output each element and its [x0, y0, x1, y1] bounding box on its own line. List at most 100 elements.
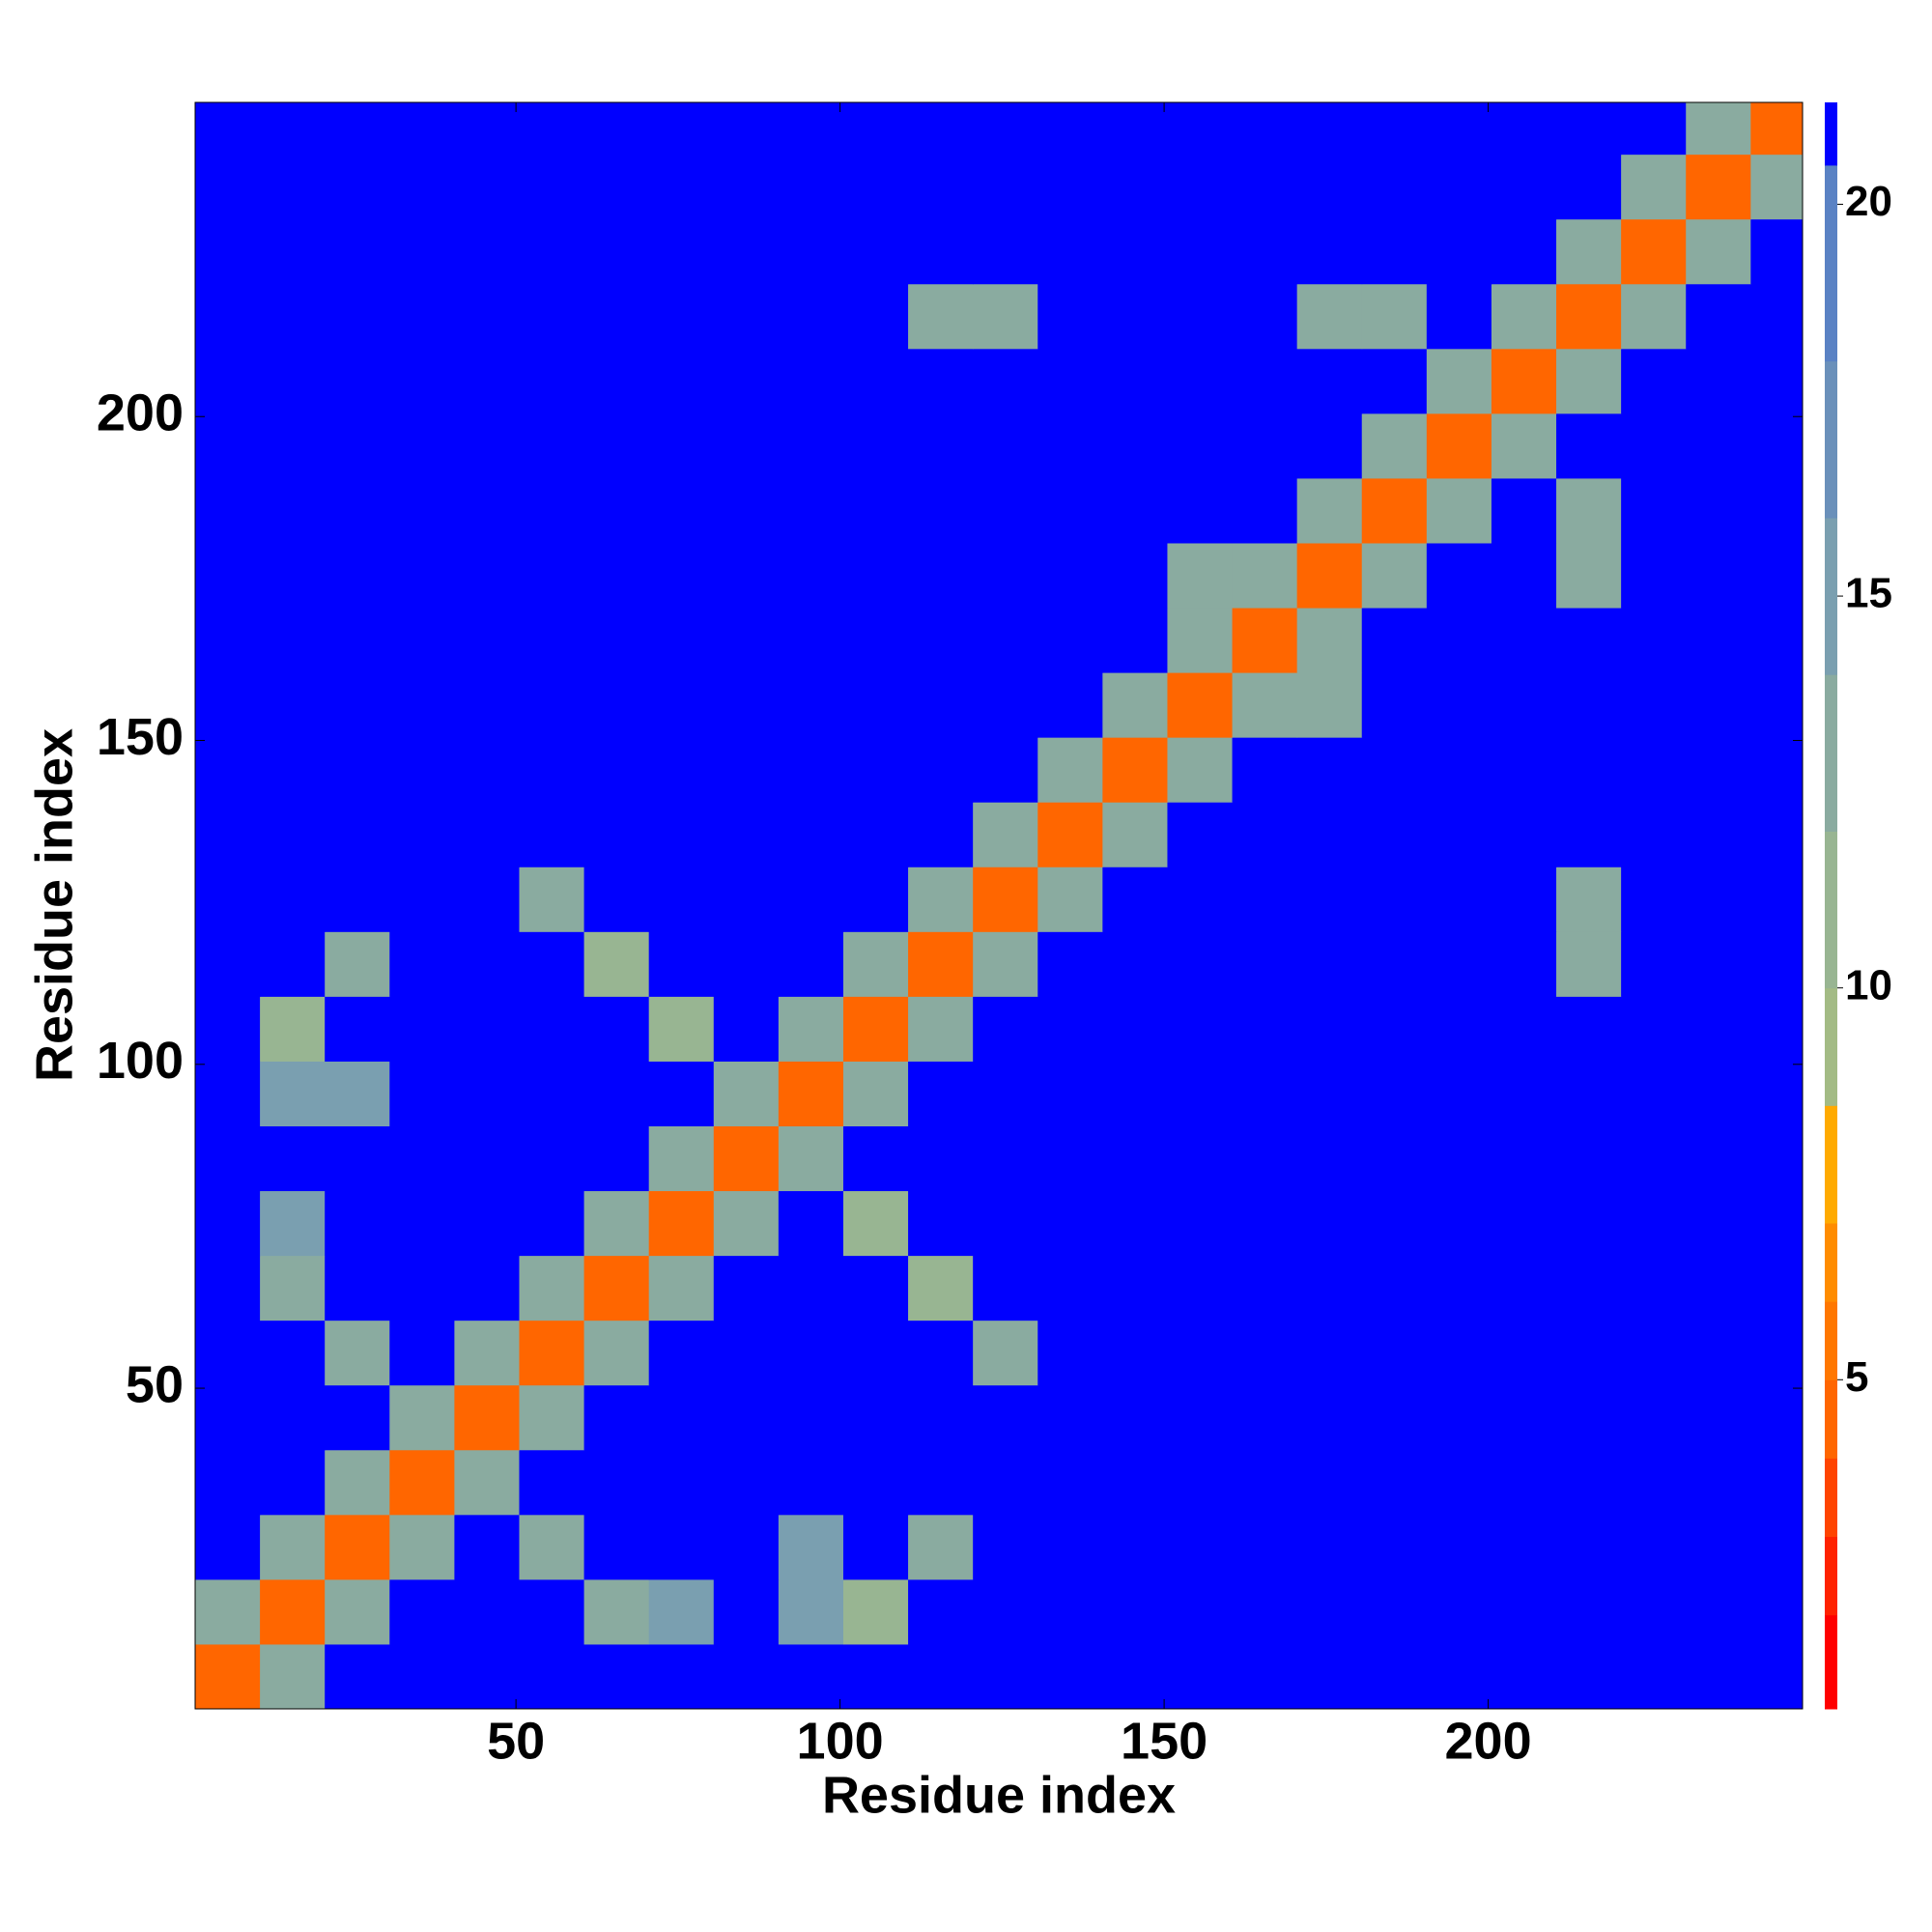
heatmap-cell: [1296, 542, 1363, 609]
heatmap-cell: [1750, 1384, 1804, 1451]
heatmap-cell: [1621, 1643, 1687, 1710]
heatmap-cell: [583, 1125, 650, 1192]
heatmap-cell: [778, 1125, 844, 1192]
heatmap-cell: [195, 283, 261, 350]
heatmap-cell: [1426, 608, 1492, 673]
heatmap-cell: [908, 348, 974, 414]
heatmap-cell: [195, 218, 261, 285]
heatmap-cell: [260, 283, 326, 350]
heatmap-cell: [648, 1190, 715, 1257]
heatmap-cell: [1686, 1320, 1751, 1386]
heatmap-cell: [454, 867, 520, 932]
heatmap-cell: [454, 1514, 520, 1580]
heatmap-cell: [1556, 542, 1622, 609]
heatmap-cell: [1750, 802, 1804, 867]
heatmap-cell: [778, 996, 844, 1062]
heatmap-cell: [713, 1320, 780, 1386]
heatmap-cell: [583, 1255, 650, 1321]
heatmap-cell: [1750, 1449, 1804, 1516]
heatmap-cell: [1556, 1061, 1622, 1126]
heatmap-cell: [454, 348, 520, 414]
heatmap-cell: [519, 1125, 585, 1192]
heatmap-cell: [583, 1643, 650, 1710]
heatmap-cell: [583, 283, 650, 350]
heatmap-cell: [1686, 1190, 1751, 1257]
heatmap-cell: [1037, 608, 1103, 673]
heatmap-cell: [1361, 218, 1428, 285]
heatmap-cell: [1037, 1061, 1103, 1126]
heatmap-cell: [1037, 1514, 1103, 1580]
heatmap-cell: [389, 737, 455, 803]
heatmap-cell: [1686, 1578, 1751, 1645]
heatmap-cell: [195, 802, 261, 867]
heatmap-cell: [1102, 1578, 1168, 1645]
heatmap-cell: [778, 1190, 844, 1257]
heatmap-cell: [1556, 1190, 1622, 1257]
heatmap-cell: [325, 1255, 390, 1321]
heatmap-cell: [260, 931, 326, 997]
x-tick-label: 150: [1121, 1712, 1208, 1770]
heatmap-cell: [778, 348, 844, 414]
heatmap-cell: [648, 1643, 715, 1710]
heatmap-cell: [1167, 412, 1234, 479]
heatmap-cell: [1556, 608, 1622, 673]
heatmap-cell: [1686, 412, 1751, 479]
heatmap-cell: [1621, 1190, 1687, 1257]
heatmap-cell: [389, 867, 455, 932]
heatmap-cell: [908, 1643, 974, 1710]
heatmap-cell: [519, 154, 585, 220]
heatmap-cell: [908, 542, 974, 609]
heatmap-cell: [778, 1384, 844, 1451]
heatmap-cell: [973, 1643, 1038, 1710]
heatmap-cell: [648, 996, 715, 1062]
heatmap-cell: [1426, 102, 1492, 156]
heatmap-cell: [1686, 1449, 1751, 1516]
heatmap-cell: [778, 802, 844, 867]
colorbar-segment: [1825, 1536, 1837, 1616]
heatmap-cell: [1102, 1125, 1168, 1192]
heatmap-cell: [454, 1190, 520, 1257]
heatmap-cell: [713, 218, 780, 285]
heatmap-cell: [1686, 218, 1751, 285]
heatmap-cell: [908, 1449, 974, 1516]
heatmap-cell: [648, 218, 715, 285]
heatmap-cell: [195, 608, 261, 673]
heatmap-cell: [1556, 1514, 1622, 1580]
heatmap-cell: [1750, 867, 1804, 932]
heatmap-cell: [713, 1578, 780, 1645]
heatmap-cell: [973, 102, 1038, 156]
heatmap-cell: [389, 1320, 455, 1386]
heatmap-cell: [842, 802, 909, 867]
heatmap-cell: [842, 1643, 909, 1710]
heatmap-cell: [1167, 1255, 1234, 1321]
heatmap-cell: [519, 348, 585, 414]
heatmap-cell: [842, 542, 909, 609]
heatmap-cell: [195, 102, 261, 156]
heatmap-cell: [195, 154, 261, 220]
heatmap-cell: [519, 1320, 585, 1386]
heatmap-cell: [713, 1125, 780, 1192]
heatmap-cell: [1102, 218, 1168, 285]
heatmap-cell: [1102, 348, 1168, 414]
heatmap-cell: [519, 1255, 585, 1321]
heatmap-cell: [1102, 1255, 1168, 1321]
heatmap-cell: [1491, 348, 1557, 414]
heatmap-cell: [1556, 283, 1622, 350]
heatmap-cell: [908, 218, 974, 285]
heatmap-cell: [1037, 412, 1103, 479]
heatmap-cell: [973, 542, 1038, 609]
heatmap-cell: [1361, 867, 1428, 932]
heatmap-cell: [1167, 996, 1234, 1062]
heatmap-cell: [1686, 608, 1751, 673]
heatmap-cell: [1167, 542, 1234, 609]
heatmap-cell: [908, 1125, 974, 1192]
heatmap-cell: [908, 1190, 974, 1257]
heatmap-cell: [1167, 1125, 1234, 1192]
heatmap-cell: [713, 1061, 780, 1126]
heatmap-cell: [454, 283, 520, 350]
colorbar-segment: [1825, 1223, 1837, 1302]
heatmap-cell: [1296, 102, 1363, 156]
heatmap-cell: [1686, 931, 1751, 997]
heatmap-cell: [908, 996, 974, 1062]
heatmap-cell: [1361, 477, 1428, 544]
